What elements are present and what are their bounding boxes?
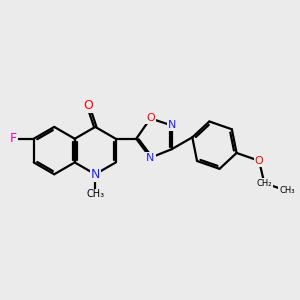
Text: N: N <box>146 153 154 163</box>
Text: CH₃: CH₃ <box>86 189 104 200</box>
Text: O: O <box>146 113 155 123</box>
Text: CH₃: CH₃ <box>279 186 295 195</box>
Text: F: F <box>10 132 17 145</box>
Text: N: N <box>168 121 176 130</box>
Text: CH₂: CH₂ <box>256 178 272 188</box>
Text: O: O <box>255 156 263 166</box>
Text: N: N <box>91 168 100 181</box>
Text: O: O <box>83 99 93 112</box>
